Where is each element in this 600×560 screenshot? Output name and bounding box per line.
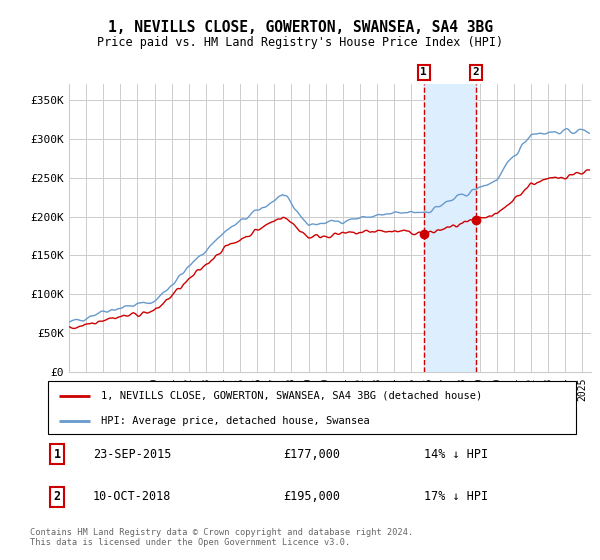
Text: 23-SEP-2015: 23-SEP-2015: [93, 447, 171, 461]
Text: 10-OCT-2018: 10-OCT-2018: [93, 490, 171, 503]
Text: 2: 2: [53, 490, 61, 503]
Text: 14% ↓ HPI: 14% ↓ HPI: [424, 447, 488, 461]
Text: £195,000: £195,000: [284, 490, 341, 503]
Text: 1: 1: [421, 67, 427, 77]
Text: HPI: Average price, detached house, Swansea: HPI: Average price, detached house, Swan…: [101, 416, 370, 426]
Bar: [424, 84, 476, 372]
Text: 1, NEVILLS CLOSE, GOWERTON, SWANSEA, SA4 3BG (detached house): 1, NEVILLS CLOSE, GOWERTON, SWANSEA, SA4…: [101, 391, 482, 401]
Text: £177,000: £177,000: [284, 447, 341, 461]
Text: 2: 2: [473, 67, 479, 77]
FancyBboxPatch shape: [48, 381, 576, 434]
Text: 17% ↓ HPI: 17% ↓ HPI: [424, 490, 488, 503]
Text: Contains HM Land Registry data © Crown copyright and database right 2024.
This d: Contains HM Land Registry data © Crown c…: [30, 528, 413, 547]
Text: 1: 1: [53, 447, 61, 461]
Text: 1, NEVILLS CLOSE, GOWERTON, SWANSEA, SA4 3BG: 1, NEVILLS CLOSE, GOWERTON, SWANSEA, SA4…: [107, 20, 493, 35]
Text: Price paid vs. HM Land Registry's House Price Index (HPI): Price paid vs. HM Land Registry's House …: [97, 36, 503, 49]
